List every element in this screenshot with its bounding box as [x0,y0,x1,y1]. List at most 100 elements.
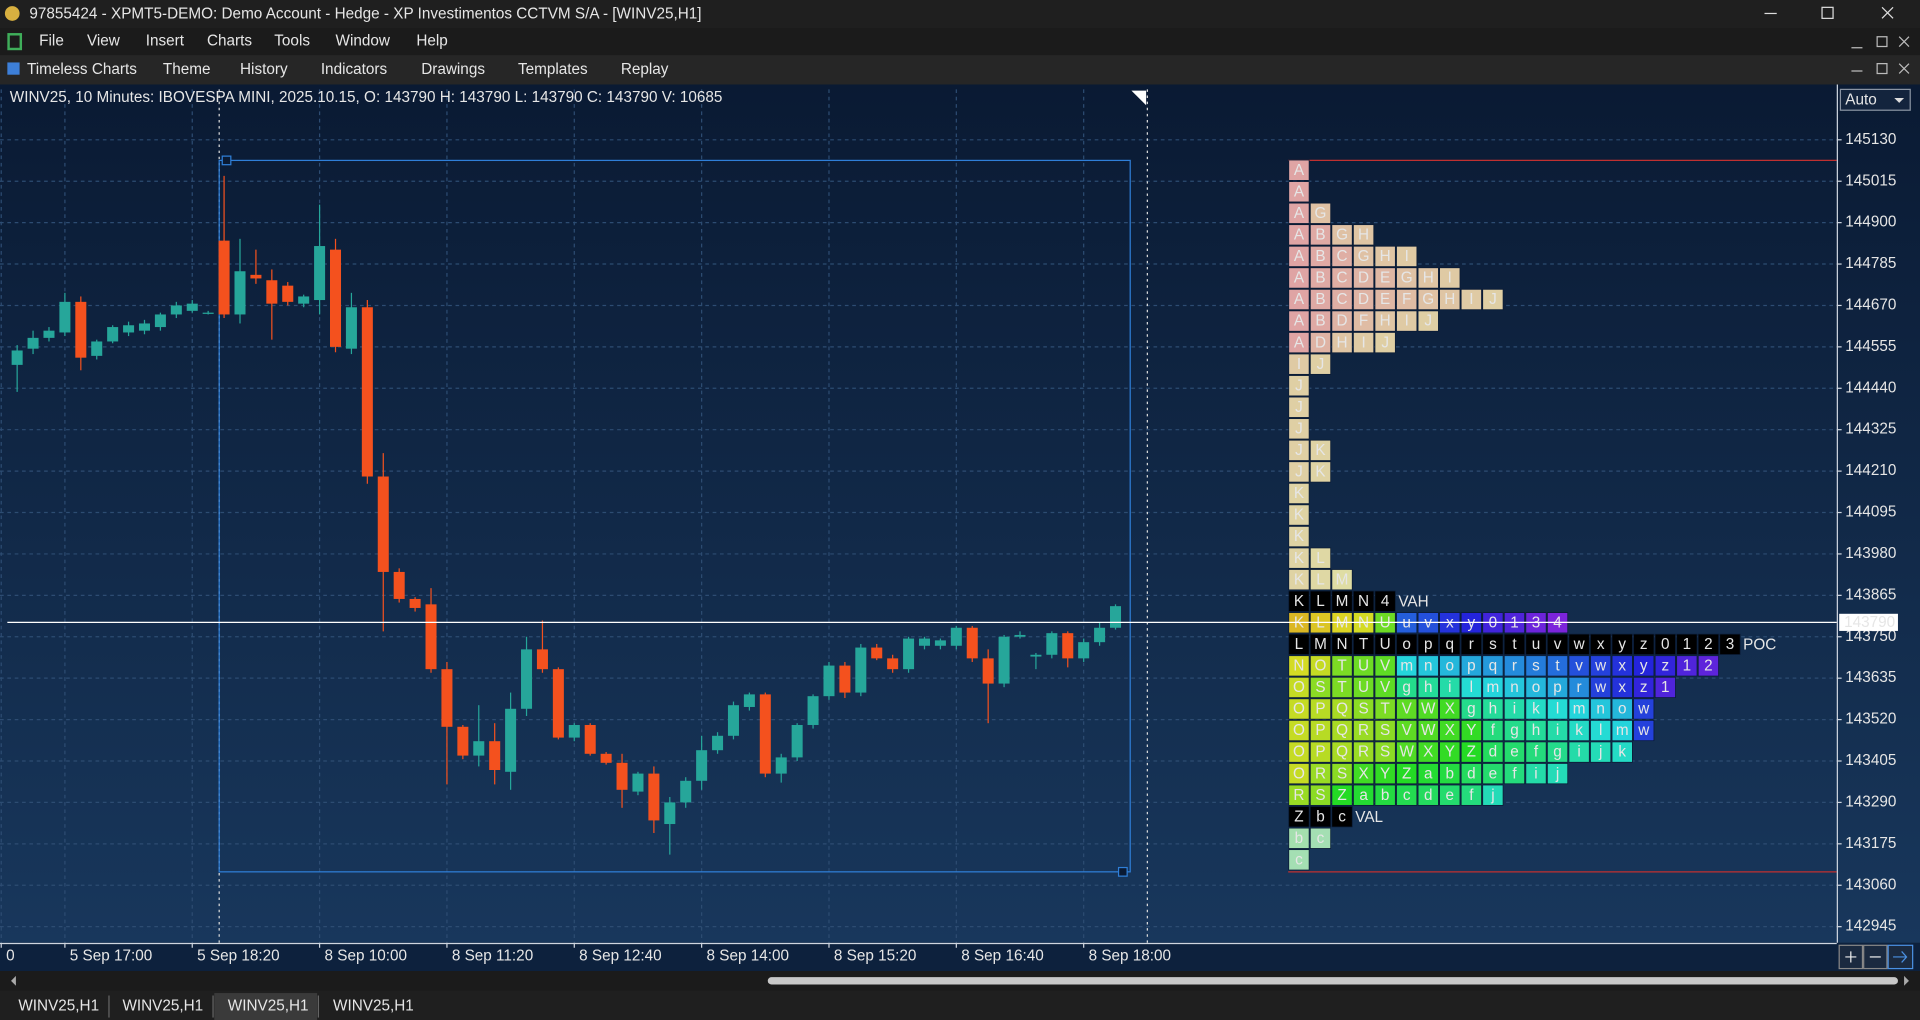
tpo-letter: 0 [1661,636,1670,653]
tab[interactable]: WINV25,H1 [122,998,203,1015]
tpo-cell [1331,310,1353,332]
tpo-cell [1568,633,1590,655]
tpo-letter: X [1445,722,1455,739]
tpo-letter: Z [1294,808,1303,825]
candle-body [1046,633,1058,655]
tpo-cell [1309,763,1332,785]
tpo-cell [1417,676,1439,698]
toolbar-item[interactable]: Theme [163,61,211,78]
tpo-cell [1288,763,1310,785]
tpo-letter: w [1594,679,1607,696]
tpo-letter: z [1661,658,1669,675]
scale-dropdown[interactable] [1839,88,1911,111]
tpo-letter: K [1294,571,1305,588]
menu-item[interactable]: Charts [207,33,252,50]
tpo-cell [1374,310,1396,332]
candle-body [1094,627,1106,643]
close-button[interactable] [1881,6,1894,19]
tpo-letter: H [1358,227,1369,244]
tpo-letter: A [1294,183,1305,200]
toolbar-item[interactable]: Templates [518,61,588,78]
tpo-letter: K [1315,442,1326,459]
scale-mode[interactable]: Auto [1845,91,1876,108]
tpo-cell [1503,698,1525,720]
scrollbar-thumb[interactable] [767,977,1898,985]
tpo-letter: A [1294,227,1305,244]
tpo-letter: J [1295,464,1303,481]
tpo-cell [1654,676,1676,698]
tpo-letter: m [1573,701,1586,718]
tpo-cell [1590,741,1612,763]
toolbar-item[interactable]: Replay [621,61,669,78]
candle-body [743,694,755,707]
scroll-left[interactable] [11,975,16,986]
tpo-letter: g [1553,744,1562,761]
tpo-cell [1353,590,1375,612]
selection-rectangle[interactable] [218,159,1131,873]
tpo-letter: 2 [1704,636,1713,653]
candle-body [234,271,246,315]
tpo-letter: A [1294,270,1305,287]
tpo-cell [1439,784,1461,806]
scroll-end-icon[interactable] [1893,951,1908,963]
tab[interactable]: WINV25,H1 [18,998,99,1015]
tpo-cell [1288,827,1310,849]
tpo-letter: B [1315,270,1325,287]
tpo-letter: n [1424,658,1433,675]
restore-button[interactable] [1821,6,1834,19]
menu-item[interactable]: View [87,33,121,50]
tpo-cell [1396,763,1418,785]
candle-body [266,280,278,304]
toolbar-item[interactable]: Indicators [321,61,388,78]
candle-body [441,669,453,727]
candle-body [887,658,899,670]
tpo-cell [1309,806,1332,828]
chart-window-controls[interactable] [1851,63,1910,75]
menu-item[interactable]: Tools [274,33,310,50]
tpo-cell [1503,655,1525,677]
tpo-cell [1590,655,1612,677]
toolbar-item[interactable]: Timeless Charts [27,61,137,78]
tpo-cell [1288,439,1310,461]
tpo-cell [1309,698,1332,720]
candle-body [27,337,39,349]
child-window-controls[interactable] [1851,36,1910,49]
tpo-cell [1374,698,1396,720]
tab[interactable]: WINV25,H1 [228,998,309,1015]
tpo-cell [1288,461,1310,483]
selection-handle[interactable] [1117,866,1128,877]
tpo-letter: p [1424,636,1433,653]
x-tick-label: 8 Sep 14:00 [707,947,790,964]
candle-body [775,757,787,774]
menu-item[interactable]: Insert [146,33,185,50]
tpo-letter: B [1315,291,1325,308]
candle-body [600,753,612,763]
tpo-letter: s [1489,636,1497,653]
toolbar-item[interactable]: History [240,61,288,78]
candle-body [727,705,739,736]
tpo-letter: N [1358,593,1369,610]
tpo-cell [1482,763,1504,785]
tpo-letter: r [1512,658,1517,675]
tpo-cell [1288,396,1310,418]
tpo-cell [1374,288,1396,311]
selection-handle[interactable] [221,155,232,166]
tpo-letter: j [1490,787,1494,804]
y-tick-label: 143635 [1845,669,1896,686]
tpo-letter: L [1316,550,1325,567]
tab[interactable]: WINV25,H1 [333,998,414,1015]
scroll-right[interactable] [1904,975,1909,986]
tpo-cell [1374,590,1396,612]
menu-item[interactable]: File [39,33,64,50]
menu-item[interactable]: Help [416,33,447,50]
dropdown-arrow[interactable] [1894,97,1905,103]
tpo-cell [1331,719,1353,742]
tpo-letter: y [1618,636,1626,653]
candle-body [1014,634,1026,637]
menu-item[interactable]: Window [336,33,391,50]
tpo-letter: H [1380,248,1391,265]
zoom-in-icon[interactable] [1845,951,1857,963]
candle-body [903,638,915,670]
tpo-letter: B [1315,248,1325,265]
toolbar-item[interactable]: Drawings [421,61,485,78]
